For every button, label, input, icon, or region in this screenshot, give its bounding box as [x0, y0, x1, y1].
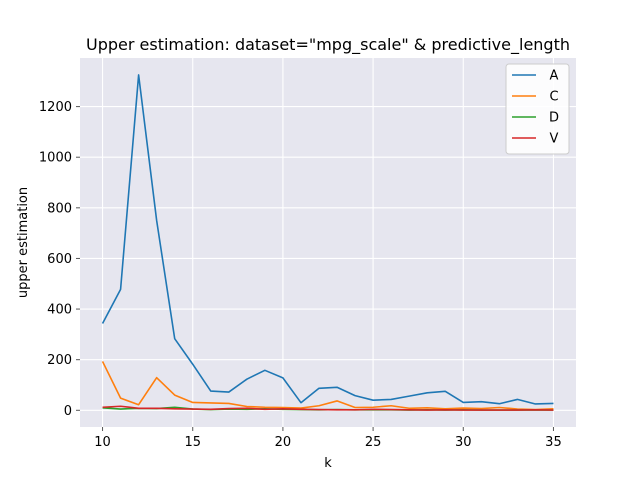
y-tick-label: 800	[47, 201, 72, 216]
x-tick-label: 15	[184, 435, 201, 450]
x-tick-label: 30	[455, 435, 472, 450]
x-tick-label: 25	[365, 435, 382, 450]
y-tick-label: 600	[47, 252, 72, 267]
legend-label-a: A	[550, 69, 559, 84]
legend-box	[505, 63, 570, 155]
y-axis-ticks: 0 200 400 600 800 1000 1200	[39, 100, 80, 419]
legend-label-c: C	[549, 90, 558, 105]
series-line-c	[101, 361, 554, 411]
y-axis-label: upper estimation	[16, 187, 31, 298]
series-line-v	[102, 405, 554, 411]
series-lines	[101, 74, 554, 411]
chart-title: Upper estimation: dataset="mpg_scale" & …	[86, 35, 570, 55]
y-tick-label: 1200	[39, 100, 72, 115]
x-tick-label: 20	[275, 435, 292, 450]
y-tick-label: 1000	[39, 151, 72, 166]
plot-area	[80, 58, 576, 427]
legend-label-d: D	[549, 111, 559, 126]
y-tick-label: 200	[47, 353, 72, 368]
x-tick-label: 10	[94, 435, 111, 450]
grid	[80, 58, 576, 427]
x-axis-label: k	[324, 456, 332, 471]
x-axis-ticks: 10 15 20 25 30 35	[94, 427, 562, 450]
series-line-a	[101, 74, 554, 405]
legend-label-v: V	[550, 132, 559, 147]
x-tick-label: 35	[545, 435, 562, 450]
y-tick-label: 0	[64, 404, 72, 419]
y-tick-label: 400	[47, 303, 72, 318]
